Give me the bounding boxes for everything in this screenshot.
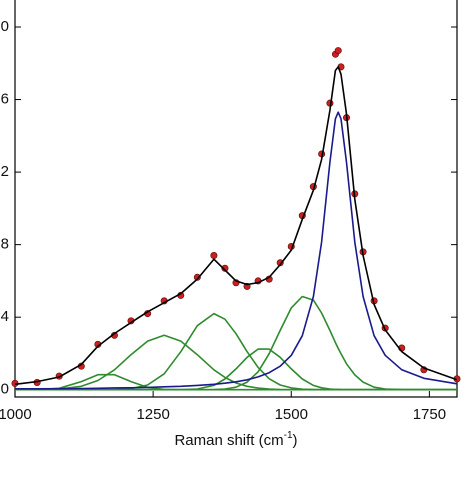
x-axis-label-close: ) bbox=[293, 432, 298, 449]
y-tick-label: 6 bbox=[1, 91, 9, 108]
curve bbox=[15, 295, 457, 391]
x-axis-label-text: Raman shift (cm bbox=[174, 432, 283, 449]
y-tick-label: 8 bbox=[1, 236, 9, 253]
curve bbox=[15, 312, 457, 391]
data-point bbox=[276, 259, 284, 267]
x-axis-label-sup: -1 bbox=[284, 430, 293, 441]
x-tick-label: 1750 bbox=[413, 406, 446, 423]
curve bbox=[14, 66, 458, 386]
y-tick-label: 2 bbox=[1, 163, 9, 180]
data-point bbox=[193, 273, 201, 281]
x-tick-label: 1000 bbox=[0, 406, 32, 423]
x-tick-label: 1500 bbox=[275, 406, 308, 423]
x-axis-label: Raman shift (cm-1) bbox=[174, 430, 297, 449]
x-tick-label: 1250 bbox=[136, 406, 169, 423]
curve bbox=[15, 111, 458, 390]
y-tick-label: 0 bbox=[1, 381, 9, 398]
data-point bbox=[210, 252, 218, 260]
plot-frame bbox=[14, 0, 458, 398]
y-tick-label: 0 bbox=[1, 18, 9, 35]
data-point bbox=[221, 264, 229, 272]
data-point bbox=[334, 47, 342, 55]
y-tick-label: 4 bbox=[1, 308, 9, 325]
